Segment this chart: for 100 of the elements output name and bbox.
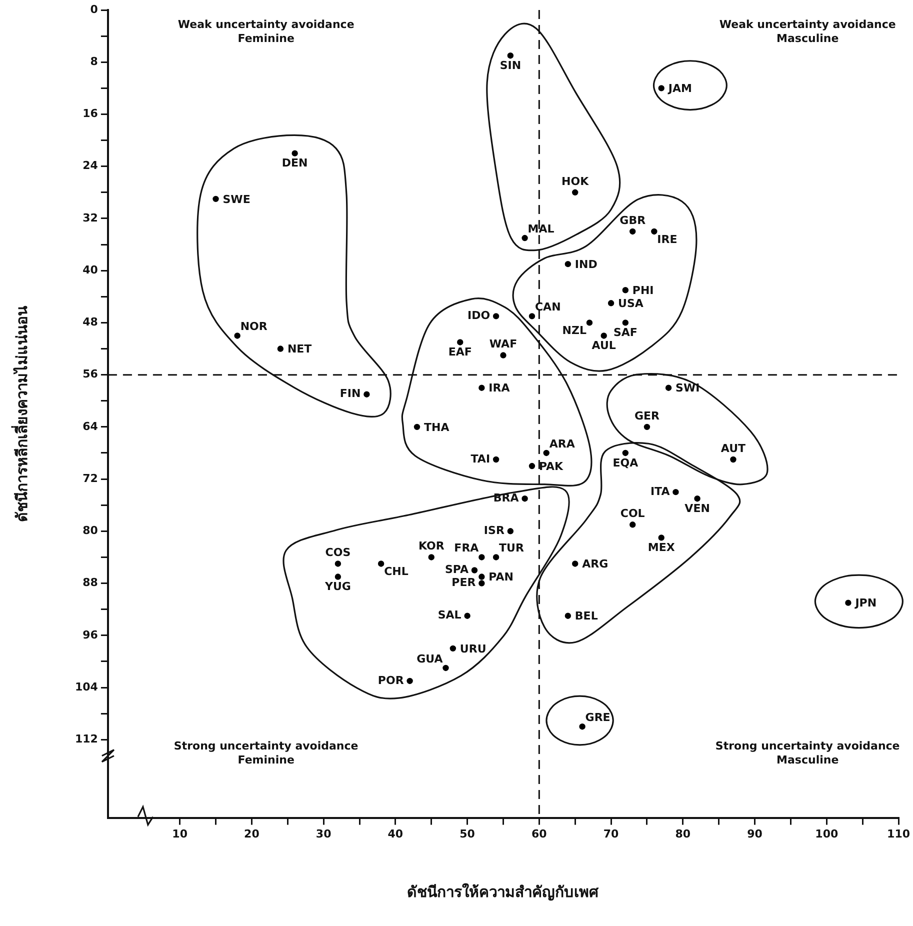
y-tick-label: 96 bbox=[82, 628, 98, 642]
y-tick-label: 40 bbox=[82, 263, 98, 276]
y-tick-label: 112 bbox=[74, 732, 98, 746]
y-tick-label: 64 bbox=[82, 420, 98, 433]
x-tick-label: 90 bbox=[747, 827, 763, 840]
point bbox=[334, 574, 342, 580]
x-tick-label: 10 bbox=[172, 827, 188, 840]
series-label: CAN bbox=[534, 300, 561, 314]
point bbox=[478, 384, 485, 391]
series-label: MEX bbox=[648, 541, 676, 554]
y-tick-label: 48 bbox=[82, 316, 98, 329]
series-label: EQA bbox=[612, 456, 639, 470]
series-label: EAF bbox=[448, 346, 472, 359]
series-label: URU bbox=[460, 642, 486, 656]
point bbox=[658, 85, 664, 92]
point bbox=[586, 320, 593, 326]
x-tick-label: 80 bbox=[675, 827, 691, 840]
series-label: GBR bbox=[620, 214, 646, 227]
point bbox=[572, 189, 578, 196]
series-label: SAL bbox=[438, 608, 462, 622]
point bbox=[622, 320, 629, 326]
point bbox=[500, 352, 506, 358]
point bbox=[665, 384, 672, 391]
series-label: IRE bbox=[657, 232, 678, 246]
series-label: SWI bbox=[676, 382, 700, 395]
series-label: AUL bbox=[592, 339, 616, 352]
series-label: GER bbox=[634, 409, 660, 422]
point bbox=[471, 567, 478, 574]
point bbox=[630, 228, 636, 235]
annotation: Weak uncertainty avoidance Masculine bbox=[719, 18, 896, 46]
point bbox=[212, 196, 219, 202]
point bbox=[564, 612, 572, 619]
x-tick-label: 30 bbox=[316, 827, 332, 840]
series-label: IND bbox=[574, 258, 598, 271]
point bbox=[478, 580, 485, 586]
series-label: JAM bbox=[667, 82, 692, 96]
y-tick-label: 24 bbox=[82, 159, 98, 172]
x-tick-label: 60 bbox=[532, 827, 548, 840]
series-label: GRE bbox=[585, 710, 610, 724]
series-label: COL bbox=[620, 507, 645, 520]
point bbox=[672, 488, 679, 496]
series-label: CHL bbox=[384, 565, 408, 578]
x-tick-label: 110 bbox=[887, 827, 910, 840]
x-tick-label: 20 bbox=[244, 827, 260, 840]
point bbox=[507, 52, 514, 59]
series-label: THA bbox=[424, 420, 450, 434]
series-label: GUA bbox=[416, 652, 444, 666]
point bbox=[694, 495, 700, 502]
series-label: NZL bbox=[562, 324, 586, 338]
x-tick-label: 100 bbox=[815, 827, 838, 840]
series-label: PAK bbox=[538, 460, 564, 473]
point bbox=[442, 664, 449, 672]
point bbox=[234, 332, 240, 339]
point bbox=[450, 645, 456, 652]
point bbox=[428, 554, 434, 560]
series-label: TAI bbox=[470, 452, 490, 466]
series-label: JPN bbox=[854, 596, 877, 610]
series-label: KOR bbox=[418, 540, 445, 553]
series-label: IDO bbox=[467, 309, 490, 322]
point bbox=[457, 339, 464, 346]
series-label: BEL bbox=[574, 610, 598, 623]
series-label: PAN bbox=[488, 570, 514, 584]
point bbox=[464, 612, 470, 619]
series-label: AUT bbox=[720, 442, 746, 455]
series-label: FRA bbox=[454, 542, 480, 555]
series-label: COS bbox=[325, 546, 351, 560]
y-axis-title: ดัชนีการหลีกเลี่ยงความไม่แน่นอน bbox=[10, 304, 31, 522]
series-label: ITA bbox=[650, 484, 670, 498]
y-tick-label: 104 bbox=[74, 680, 98, 694]
point bbox=[277, 346, 284, 352]
series-label: ISR bbox=[484, 524, 505, 538]
point bbox=[572, 560, 578, 567]
point bbox=[492, 313, 500, 320]
x-tick-label: 70 bbox=[603, 827, 620, 840]
series-label: FIN bbox=[340, 387, 361, 400]
annotation: Strong uncertainty avoidance Masculine bbox=[715, 739, 900, 766]
point bbox=[658, 534, 664, 541]
point bbox=[630, 522, 636, 528]
point bbox=[651, 228, 658, 235]
series-label: POR bbox=[378, 674, 404, 687]
x-tick-label: 40 bbox=[388, 827, 404, 840]
point bbox=[414, 424, 420, 430]
point bbox=[492, 456, 500, 463]
y-tick-label: 16 bbox=[82, 107, 98, 120]
series-label: VEN bbox=[684, 502, 710, 515]
point bbox=[492, 554, 500, 560]
point bbox=[528, 462, 536, 470]
point bbox=[600, 332, 607, 339]
series-label: PER bbox=[452, 576, 476, 590]
series-label: ARG bbox=[582, 558, 608, 571]
x-tick-label: 50 bbox=[460, 827, 476, 840]
series-label: DEN bbox=[282, 156, 308, 170]
series-label: TUR bbox=[499, 542, 524, 555]
y-tick-label: 0 bbox=[90, 2, 98, 16]
series-label: MAL bbox=[528, 222, 554, 236]
point bbox=[507, 528, 514, 534]
annotation: Weak uncertainty avoidance Feminine bbox=[178, 18, 354, 46]
series-label: ARA bbox=[549, 437, 576, 450]
annotation: Strong uncertainty avoidance Feminine bbox=[174, 739, 358, 766]
point bbox=[622, 287, 629, 294]
